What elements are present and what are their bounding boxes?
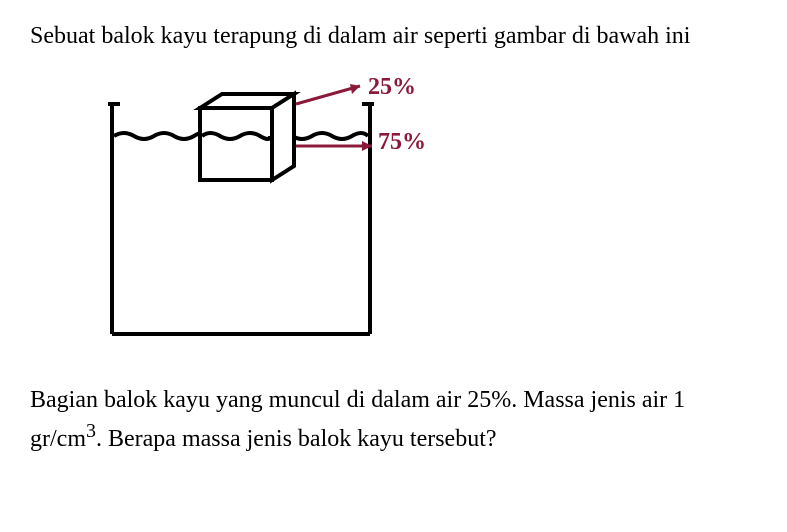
problem-question: Bagian balok kayu yang muncul di dalam a…	[30, 384, 757, 457]
label-below-water: 75%	[378, 129, 426, 156]
diagram-svg	[100, 74, 480, 354]
block-front-face	[200, 108, 272, 180]
arrow-25-line	[296, 86, 360, 104]
superscript-3: 3	[86, 420, 96, 442]
block-right-face	[272, 94, 294, 180]
water-surface-left	[114, 133, 201, 139]
label-above-water: 25%	[368, 74, 416, 101]
question-part-2: . Berapa massa jenis balok kayu tersebut…	[96, 426, 497, 452]
problem-intro: Sebuat balok kayu terapung di dalam air …	[30, 20, 757, 54]
buoyancy-diagram: 25% 75%	[100, 74, 480, 364]
